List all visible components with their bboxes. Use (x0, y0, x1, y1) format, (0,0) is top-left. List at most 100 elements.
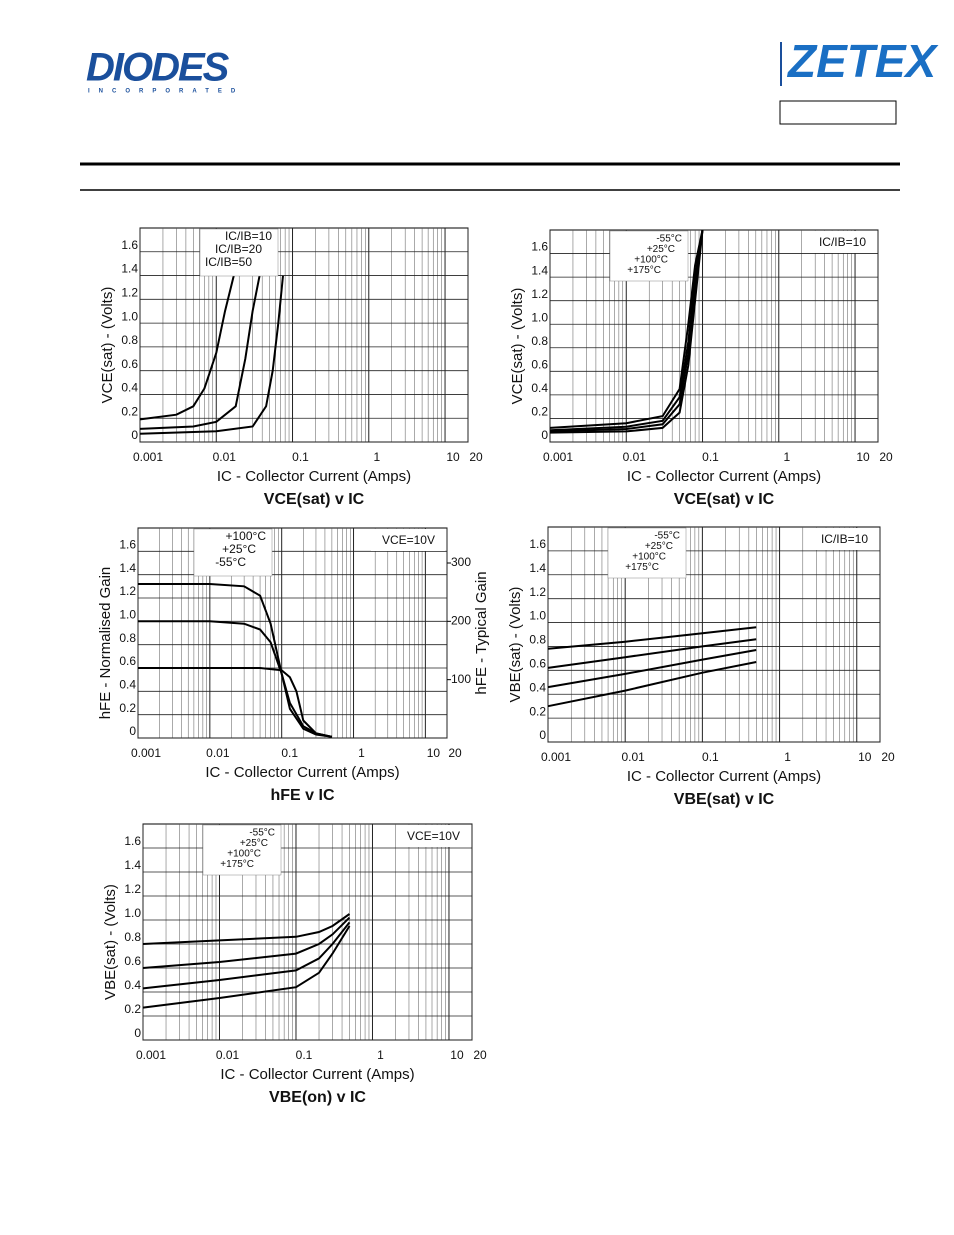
y-tick-label: 0.8 (119, 631, 136, 645)
legend-label: +25°C (647, 244, 675, 255)
legend-label: IC/IB=10 (225, 229, 272, 243)
series-line (549, 229, 704, 432)
y-tick-label: 0 (541, 428, 548, 442)
y-tick-label: 0.6 (529, 657, 546, 671)
plot-area (137, 527, 448, 739)
plot-area (139, 227, 469, 443)
series-line (139, 275, 261, 430)
x-tick-label: 20 (879, 450, 893, 464)
x-tick-label: 10 (427, 746, 441, 760)
series-line (549, 229, 704, 434)
x-tick-label: 1 (358, 746, 365, 760)
x-tick-label: 0.1 (281, 746, 298, 760)
y-tick-label: 1.4 (531, 263, 548, 277)
y-tick-label: 0.6 (121, 357, 138, 371)
x-axis-label: IC - Collector Current (Amps) (627, 768, 821, 785)
chart-title: VBE(sat) v IC (674, 791, 775, 808)
y-tick-label: 1.2 (529, 585, 546, 599)
legend-label: +100°C (634, 255, 668, 266)
y-tick-label: 1.2 (531, 287, 548, 301)
zetex-logo: ZETEX (786, 35, 939, 87)
x-tick-label: 0.1 (702, 450, 719, 464)
y-tick-label: 1.6 (121, 238, 138, 252)
x-tick-label: 0.01 (623, 450, 647, 464)
y-tick-label: 1.4 (119, 561, 136, 575)
annotation-box (802, 231, 876, 253)
y-axis-label: VBE(sat) - (Volts) (507, 587, 524, 703)
diodes-logo-sub: INCORPORATED (88, 89, 244, 95)
x-tick-label: 0.1 (292, 450, 309, 464)
y-tick-label: 0.4 (531, 381, 548, 395)
y-tick-label: 0.6 (119, 654, 136, 668)
y-tick-label: 0.6 (124, 954, 141, 968)
x-tick-label: 0.01 (206, 746, 230, 760)
x-tick-label: 0.001 (131, 746, 161, 760)
x-tick-label: 1 (373, 450, 380, 464)
legend-label: -55°C (249, 828, 275, 839)
x-tick-label: 10 (858, 750, 872, 764)
legend-box (193, 528, 273, 577)
x-tick-label: 0.001 (543, 450, 573, 464)
legend-label: +175°C (220, 859, 254, 870)
x-tick-label: 0.01 (216, 1048, 240, 1062)
annotation-box (371, 529, 445, 551)
y-tick-label: 1.6 (531, 240, 548, 254)
annotation-box (804, 528, 878, 550)
y-tick-label: 0.2 (121, 404, 138, 418)
series-line (547, 649, 757, 689)
chart-title: VBE(on) v IC (269, 1089, 366, 1106)
legend-label: -55°C (215, 555, 246, 569)
y-tick-label: 0 (131, 428, 138, 442)
y-tick-label: 1.0 (529, 609, 546, 623)
y-tick-label: 1.2 (124, 882, 141, 896)
y-tick-label: 0.2 (119, 701, 136, 715)
x-tick-label: 20 (469, 450, 483, 464)
y-tick-label: 1.0 (121, 309, 138, 323)
x-tick-label: 10 (450, 1048, 464, 1062)
x-axis-label: IC - Collector Current (Amps) (205, 764, 399, 781)
x-tick-label: 1 (377, 1048, 384, 1062)
series-line (139, 275, 235, 421)
legend-box (202, 824, 282, 876)
x-tick-label: 10 (446, 450, 460, 464)
y-axis-label: hFE - Normalised Gain (97, 567, 114, 720)
legend-label: IC/IB=50 (205, 255, 252, 269)
legend-box (199, 228, 279, 277)
series-line (142, 925, 351, 1009)
x-tick-label: 10 (856, 450, 870, 464)
y-tick-label: 1.0 (531, 310, 548, 324)
series-line (139, 275, 284, 435)
legend-label: +175°C (627, 265, 661, 276)
y-tick-label: 0.8 (531, 334, 548, 348)
series-line (142, 913, 351, 945)
legend-label: +100°C (632, 552, 666, 563)
x-tick-label: 0.1 (296, 1048, 313, 1062)
series-line (547, 638, 757, 669)
legend-label: -55°C (656, 234, 682, 245)
legend-box (609, 230, 689, 282)
legend-label: +25°C (222, 542, 256, 556)
y-tick-label: 0.4 (529, 680, 546, 694)
x-tick-label: 20 (448, 746, 462, 760)
chart-title: VCE(sat) v IC (264, 491, 365, 508)
annotation-box (396, 825, 470, 847)
series-line (138, 583, 333, 738)
y-tick-label: 1.6 (124, 834, 141, 848)
y-tick-label: 1.4 (124, 858, 141, 872)
x-tick-label: 20 (881, 750, 895, 764)
y-tick-label: 0 (134, 1026, 141, 1040)
series-line (549, 229, 704, 433)
y-tick-label: 0.4 (124, 978, 141, 992)
x-tick-label: 0.01 (213, 450, 237, 464)
series-line (547, 661, 757, 708)
y2-tick-label: 300 (451, 555, 471, 569)
x-tick-label: 1 (783, 450, 790, 464)
y2-tick-label: 200 (451, 614, 471, 628)
y-tick-label: 1.4 (529, 561, 546, 575)
x-tick-label: 20 (473, 1048, 487, 1062)
annotation: VCE=10V (382, 533, 435, 547)
legend-label: +100°C (226, 529, 267, 543)
x-tick-label: 0.001 (133, 450, 163, 464)
series-line (142, 916, 351, 969)
y-tick-label: 0.4 (119, 678, 136, 692)
